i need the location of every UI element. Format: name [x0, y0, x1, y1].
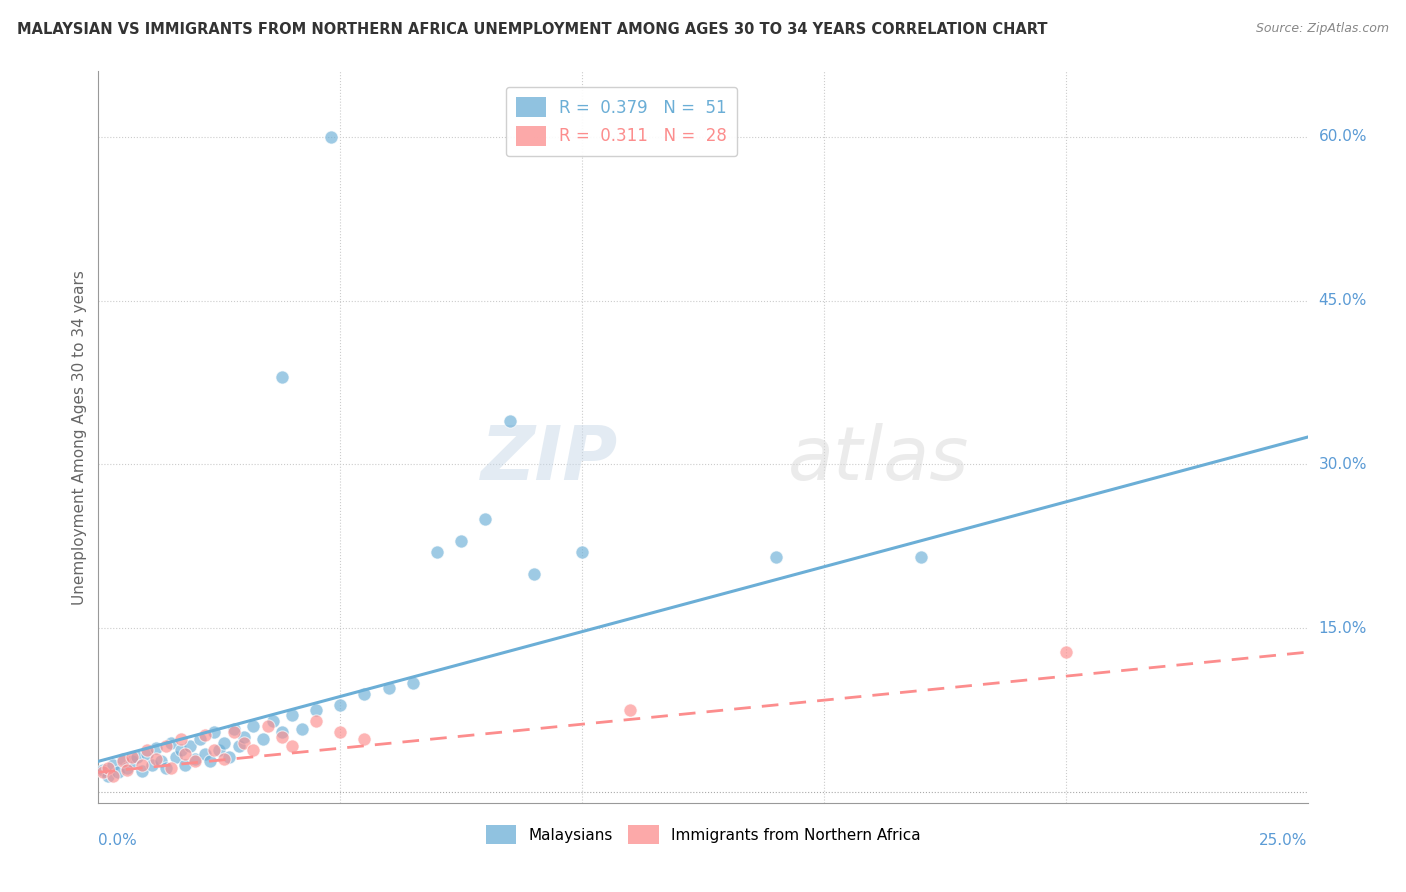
Text: 30.0%: 30.0% [1319, 457, 1367, 472]
Point [174, 747, 197, 761]
Y-axis label: Unemployment Among Ages 30 to 34 years: Unemployment Among Ages 30 to 34 years [72, 269, 87, 605]
Point [160, 736, 183, 750]
Legend: Malaysians, Immigrants from Northern Africa: Malaysians, Immigrants from Northern Afr… [479, 819, 927, 850]
Point [212, 752, 235, 766]
Point [1054, 645, 1077, 659]
Point [474, 512, 496, 526]
Point [377, 681, 399, 695]
Point [271, 724, 294, 739]
Point [194, 728, 217, 742]
Text: MALAYSIAN VS IMMIGRANTS FROM NORTHERN AFRICA UNEMPLOYMENT AMONG AGES 30 TO 34 YE: MALAYSIAN VS IMMIGRANTS FROM NORTHERN AF… [17, 22, 1047, 37]
Point [204, 743, 226, 757]
Text: atlas: atlas [787, 423, 969, 495]
Point [450, 533, 472, 548]
Point [145, 752, 167, 766]
Point [155, 739, 177, 753]
Point [111, 752, 134, 766]
Point [179, 739, 201, 753]
Text: 60.0%: 60.0% [1319, 129, 1367, 145]
Point [169, 743, 191, 757]
Point [208, 743, 231, 757]
Point [228, 739, 250, 753]
Point [150, 754, 173, 768]
Point [222, 724, 245, 739]
Point [91, 763, 114, 777]
Point [184, 754, 207, 768]
Point [271, 731, 294, 745]
Point [242, 719, 264, 733]
Point [198, 754, 221, 768]
Point [571, 545, 593, 559]
Point [169, 732, 191, 747]
Point [353, 732, 375, 747]
Point [121, 754, 143, 768]
Point [305, 714, 328, 728]
Point [426, 545, 449, 559]
Point [165, 750, 187, 764]
Point [765, 550, 787, 565]
Point [107, 765, 129, 780]
Point [188, 732, 211, 747]
Point [131, 764, 153, 779]
Text: 25.0%: 25.0% [1260, 833, 1308, 848]
Point [212, 736, 235, 750]
Point [281, 708, 304, 723]
Point [290, 722, 312, 736]
Point [121, 750, 143, 764]
Point [619, 703, 641, 717]
Point [141, 757, 163, 772]
Text: ZIP: ZIP [481, 423, 619, 496]
Point [319, 129, 342, 144]
Point [117, 761, 139, 775]
Text: 45.0%: 45.0% [1319, 293, 1367, 308]
Point [232, 736, 254, 750]
Point [242, 743, 264, 757]
Text: Source: ZipAtlas.com: Source: ZipAtlas.com [1256, 22, 1389, 36]
Point [204, 724, 226, 739]
Point [523, 566, 546, 581]
Point [174, 757, 197, 772]
Point [232, 731, 254, 745]
Point [91, 765, 114, 780]
Point [329, 724, 352, 739]
Point [145, 741, 167, 756]
Point [97, 768, 120, 782]
Point [353, 687, 375, 701]
Point [329, 698, 352, 712]
Point [111, 754, 134, 768]
Point [155, 761, 177, 775]
Point [101, 757, 124, 772]
Point [97, 761, 120, 775]
Text: 0.0%: 0.0% [98, 833, 138, 848]
Point [271, 370, 294, 384]
Point [910, 550, 932, 565]
Text: 15.0%: 15.0% [1319, 621, 1367, 636]
Point [127, 750, 149, 764]
Point [160, 761, 183, 775]
Point [135, 743, 157, 757]
Point [252, 732, 274, 747]
Point [281, 739, 304, 753]
Point [222, 722, 245, 736]
Point [135, 747, 157, 761]
Point [101, 768, 124, 782]
Point [194, 747, 217, 761]
Point [184, 752, 207, 766]
Point [256, 719, 278, 733]
Point [262, 714, 284, 728]
Point [131, 757, 153, 772]
Point [305, 703, 328, 717]
Point [498, 414, 520, 428]
Point [218, 750, 240, 764]
Point [117, 763, 139, 777]
Point [402, 675, 425, 690]
